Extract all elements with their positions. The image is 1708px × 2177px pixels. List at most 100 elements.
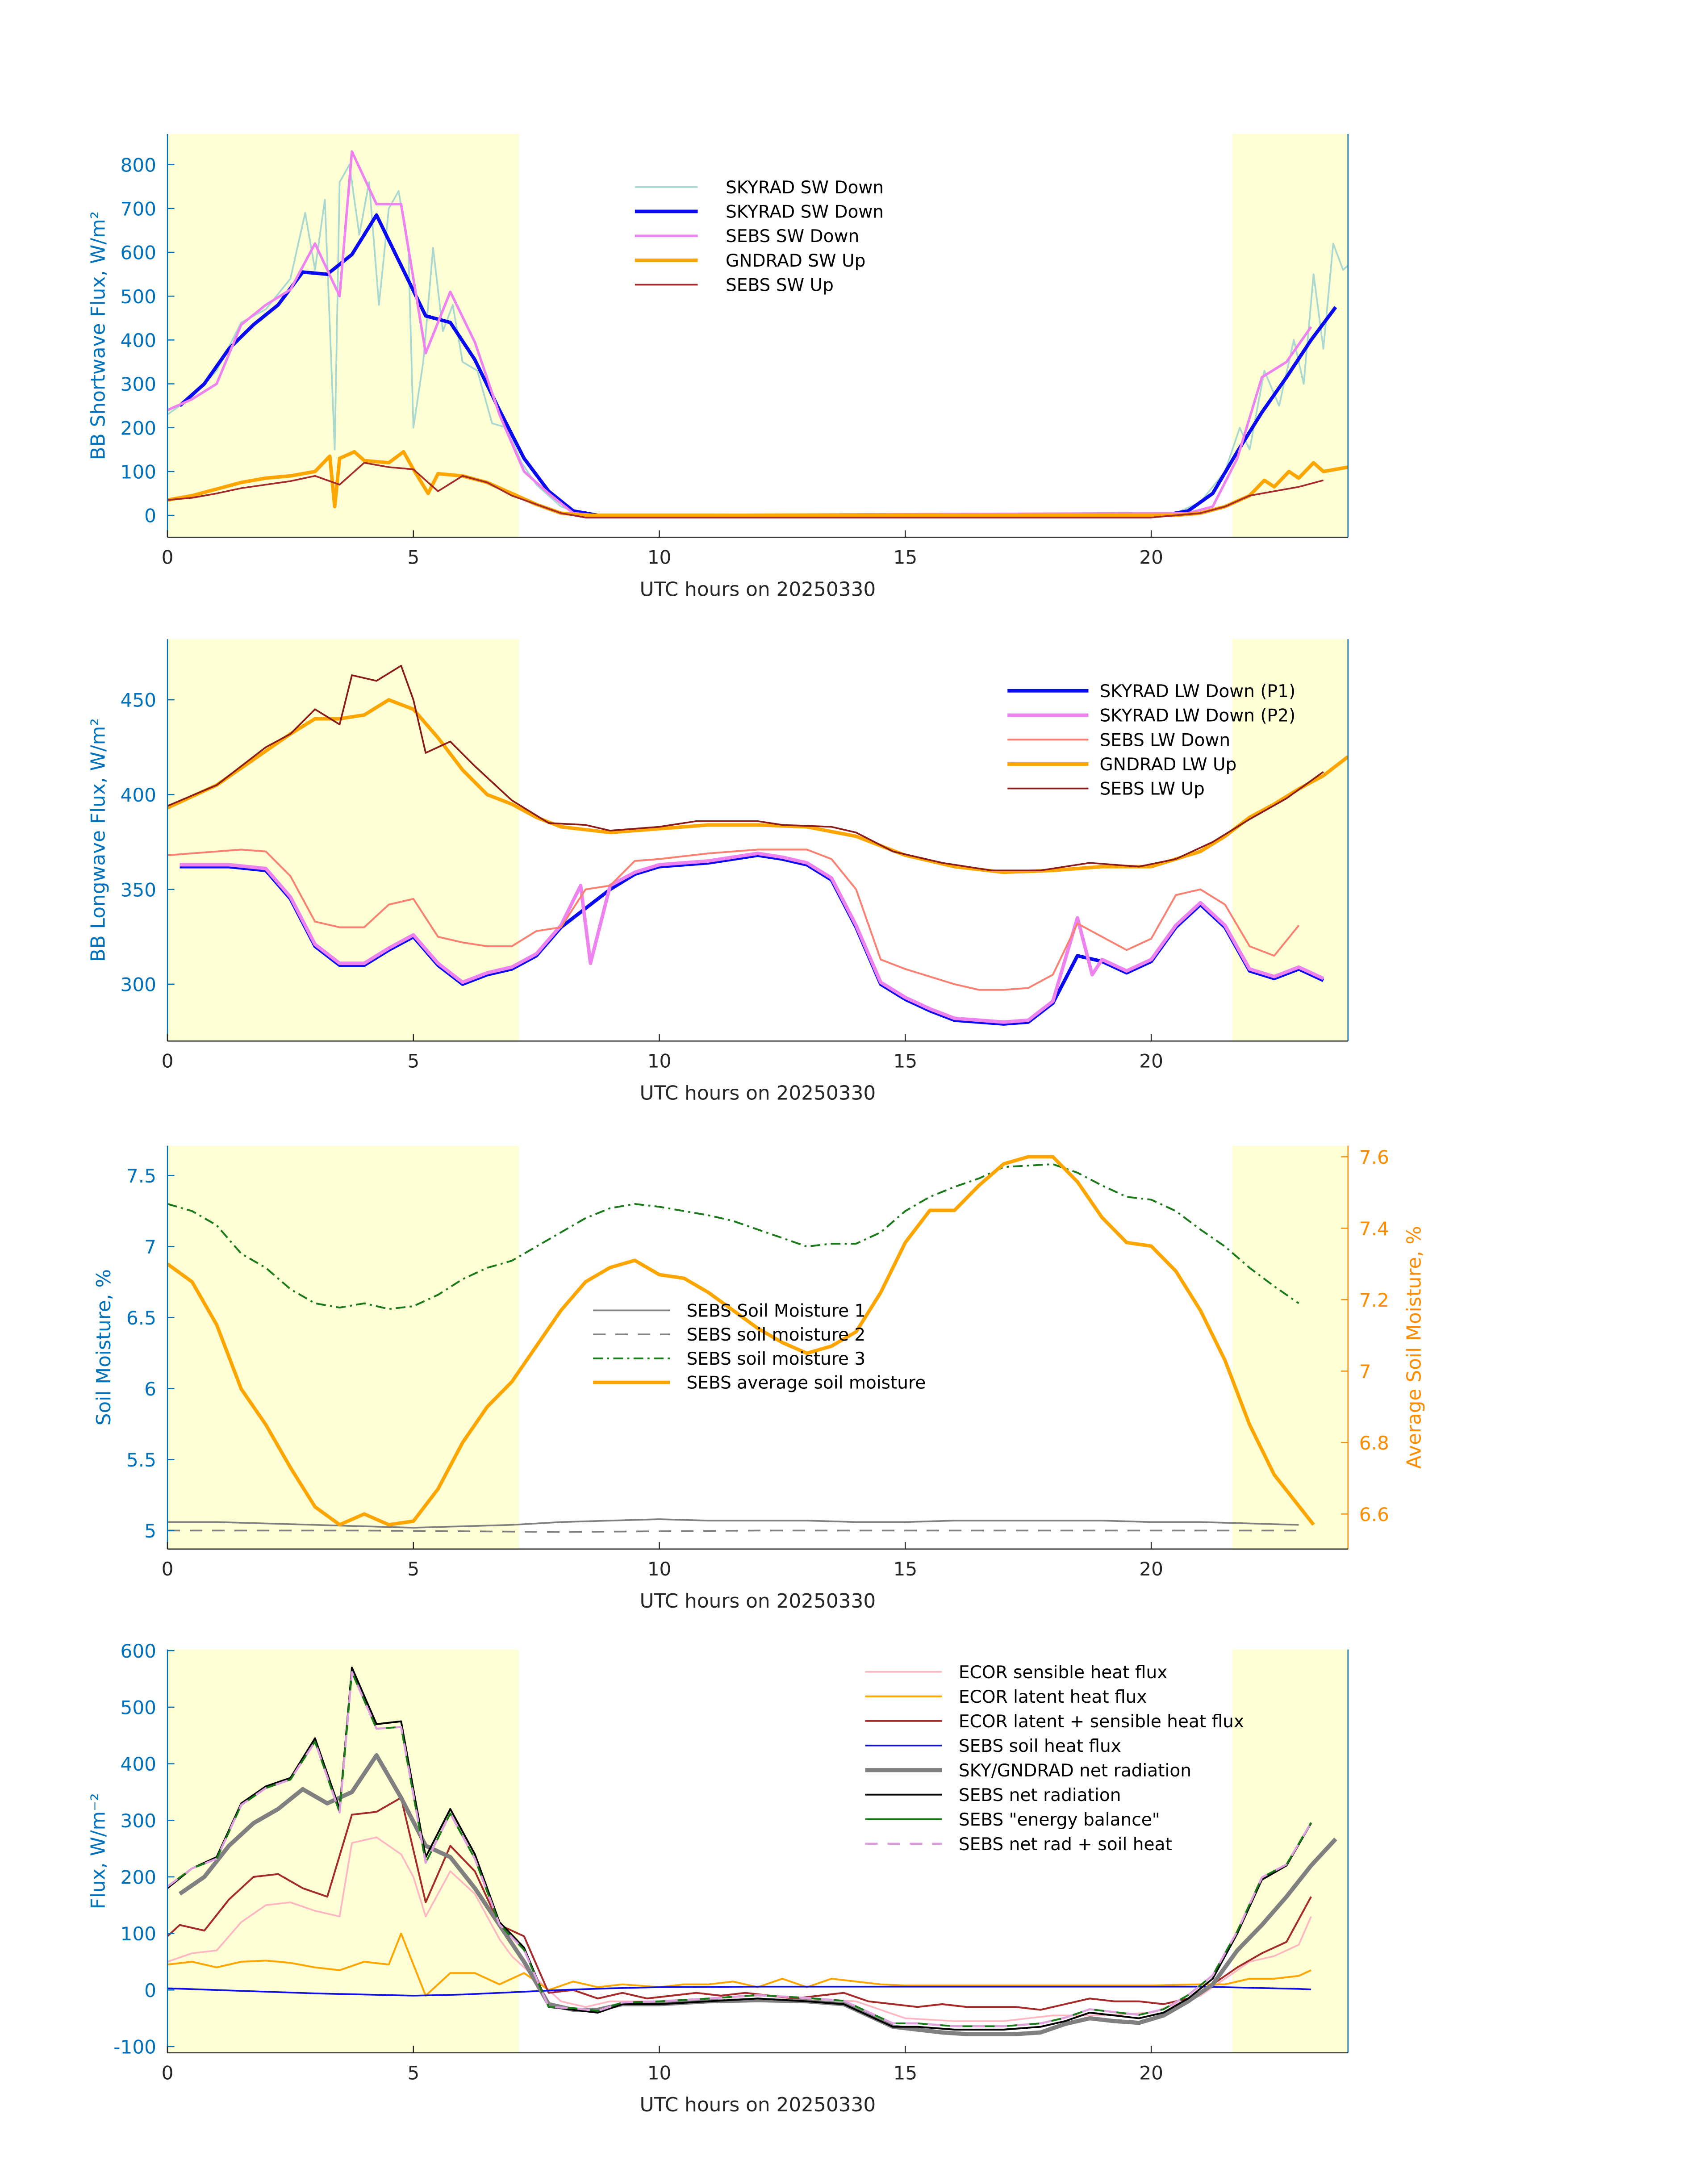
series-line-sebs-soil-moisture-1 <box>167 1518 1299 1529</box>
series-group <box>167 150 1348 518</box>
y-tick-label: 400 <box>121 330 157 351</box>
chart-panel-1: 0 5 10 15 20 UTC hours on 20250330 0 100 200 300 4… <box>87 134 1349 601</box>
legend-label: SEBS net rad + soil heat <box>959 1834 1172 1855</box>
x-tick-label: 5 <box>407 547 419 568</box>
y-tick-label: 300 <box>121 974 157 996</box>
y-tick-label: 6 <box>144 1378 156 1400</box>
daylight-shading <box>1232 134 1348 538</box>
x-axis-label: UTC hours on 20250330 <box>640 578 876 601</box>
legend-label: ECOR sensible heat flux <box>959 1663 1167 1683</box>
y-tick-label: 0 <box>144 505 156 527</box>
x-tick-label: 20 <box>1139 547 1163 568</box>
legend-label: SKYRAD LW Down (P2) <box>1100 706 1296 726</box>
x-tick-label: 5 <box>407 1558 419 1580</box>
y-tick-label: 600 <box>121 242 157 264</box>
y-axis-label: Flux, W/m⁻² <box>87 1793 109 1909</box>
series-group <box>167 664 1348 1026</box>
y-tick-label: 400 <box>121 1753 157 1775</box>
legend-label: ECOR latent heat flux <box>959 1687 1147 1707</box>
daylight-shading <box>1232 1649 1348 2053</box>
legend-label: SKYRAD SW Down <box>726 202 884 222</box>
y-tick-label: 7 <box>144 1236 156 1258</box>
y-tick-label: -100 <box>113 2036 156 2058</box>
x-axis-label: UTC hours on 20250330 <box>640 2093 876 2116</box>
y-tick-label: 300 <box>121 1810 157 1832</box>
y-right-tick-label: 6.8 <box>1359 1432 1389 1454</box>
daylight-shading <box>1232 1145 1348 1549</box>
y-tick-label: 600 <box>121 1640 157 1662</box>
x-tick-label: 5 <box>407 1050 419 1072</box>
y-tick-label: 350 <box>121 879 157 901</box>
x-axis-label: UTC hours on 20250330 <box>640 1590 876 1613</box>
y-tick-label: 5.5 <box>126 1449 156 1471</box>
x-tick-label: 15 <box>894 2062 918 2084</box>
series-line-sebs-sw-up <box>167 462 1324 518</box>
series-line-sebs-sw-down <box>167 150 1312 517</box>
chart-panel-4: 0 5 10 15 20 UTC hours on 20250330 -100 0 100 200… <box>87 1640 1349 2116</box>
x-tick-label: 10 <box>647 1558 672 1580</box>
legend: SKYRAD LW Down (P1) SKYRAD LW Down (P2) SE… <box>1007 681 1295 799</box>
series-line-sebs-soil-moisture-3 <box>167 1163 1299 1310</box>
y-right-tick-label: 7 <box>1359 1361 1371 1383</box>
y-tick-label: 700 <box>121 198 157 220</box>
series-line-gndrad-sw-up <box>167 450 1348 517</box>
y-tick-label: 100 <box>121 1923 157 1945</box>
y-tick-label: 500 <box>121 286 157 308</box>
series-line-skyrad-lw-down-p2- <box>180 852 1324 1024</box>
legend-label: SEBS net radiation <box>959 1785 1121 1805</box>
x-tick-label: 15 <box>894 1050 918 1072</box>
y-tick-label: 7.5 <box>126 1165 156 1187</box>
daylight-shading <box>167 1145 519 1549</box>
legend-label: SKYRAD LW Down (P1) <box>1100 681 1296 702</box>
x-tick-label: 5 <box>407 2062 419 2084</box>
x-tick-label: 10 <box>647 547 672 568</box>
series-line-sebs-soil-moisture-2 <box>167 1529 1299 1533</box>
legend-label: SEBS soil moisture 3 <box>687 1349 866 1369</box>
legend-label: SEBS soil heat flux <box>959 1736 1121 1756</box>
x-tick-label: 0 <box>162 2062 174 2084</box>
x-tick-label: 10 <box>647 1050 672 1072</box>
x-tick-label: 10 <box>647 2062 672 2084</box>
x-tick-label: 20 <box>1139 1050 1163 1072</box>
series-line-gndrad-lw-up <box>167 698 1348 874</box>
x-tick-label: 0 <box>162 1558 174 1580</box>
y-axis-right-label: Average Soil Moisture, % <box>1403 1226 1425 1469</box>
y-tick-label: 500 <box>121 1697 157 1719</box>
x-tick-label: 0 <box>162 1050 174 1072</box>
y-right-tick-label: 6.6 <box>1359 1504 1389 1525</box>
y-tick-label: 200 <box>121 1867 157 1889</box>
y-right-tick-label: 7.6 <box>1359 1146 1389 1168</box>
legend: ECOR sensible heat flux ECOR latent heat … <box>865 1663 1244 1855</box>
legend-label: SEBS "energy balance" <box>959 1810 1160 1830</box>
y-tick-label: 200 <box>121 417 157 439</box>
series-line-sebs-lw-down <box>167 848 1300 991</box>
y-axis-label: BB Shortwave Flux, W/m² <box>87 211 109 460</box>
series-group <box>167 1155 1315 1533</box>
x-tick-label: 0 <box>162 547 174 568</box>
legend: SKYRAD SW Down SKYRAD SW Down SEBS SW Down… <box>635 178 884 296</box>
y-tick-label: 400 <box>121 784 157 806</box>
series-line-ecor-latent-sensible-heat-flux <box>167 1797 1312 2011</box>
y-right-tick-label: 7.2 <box>1359 1289 1389 1311</box>
legend-label: SKY/GNDRAD net radiation <box>959 1761 1191 1781</box>
x-tick-label: 20 <box>1139 1558 1163 1580</box>
series-group <box>167 1667 1337 2036</box>
series-line-ecor-latent-heat-flux <box>167 1932 1311 1997</box>
y-tick-label: 100 <box>121 461 157 483</box>
y-tick-label: 300 <box>121 373 157 395</box>
legend-label: SEBS LW Up <box>1100 779 1205 799</box>
legend-label: ECOR latent + sensible heat flux <box>959 1712 1244 1732</box>
y-tick-label: 0 <box>144 1980 156 2002</box>
x-tick-label: 15 <box>894 1558 918 1580</box>
y-right-tick-label: 7.4 <box>1359 1218 1389 1240</box>
legend-label: GNDRAD LW Up <box>1100 755 1237 775</box>
legend-label: SEBS average soil moisture <box>687 1373 926 1393</box>
x-tick-label: 15 <box>894 547 918 568</box>
y-tick-label: 6.5 <box>126 1307 156 1329</box>
legend-label: SKYRAD SW Down <box>726 178 884 198</box>
y-tick-label: 450 <box>121 689 157 711</box>
legend-label: SEBS SW Up <box>726 276 834 296</box>
